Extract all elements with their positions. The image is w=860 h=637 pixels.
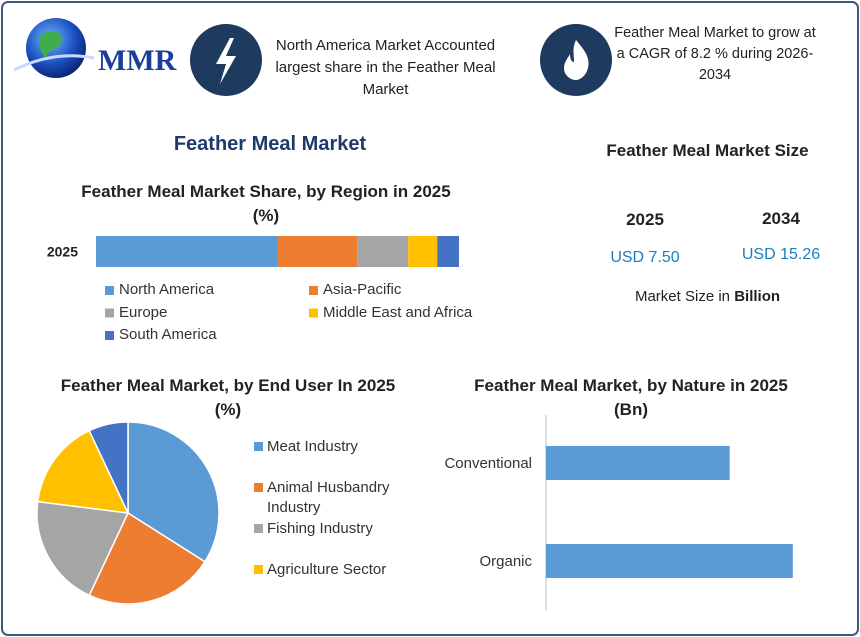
y-tick-label: 2025 <box>47 244 78 260</box>
legend-swatch <box>105 286 114 295</box>
size-title: Feather Meal Market Size <box>606 141 809 160</box>
chart-title: Feather Meal Market, by End User In 2025… <box>60 376 396 419</box>
bar <box>546 544 793 578</box>
legend-swatch <box>254 565 263 574</box>
legend-label: Middle East and Africa <box>323 303 473 321</box>
bar-segment <box>357 236 409 267</box>
page-title: Feather Meal Market <box>173 133 367 155</box>
y-tick-label: Organic <box>479 553 532 570</box>
bar-segment <box>96 236 278 267</box>
legend-swatch <box>309 286 318 295</box>
legend-label: South America <box>119 326 217 343</box>
pie-slice <box>36 429 130 514</box>
legend-label: North America <box>119 281 215 298</box>
chart-title: Feather Meal Market Share, by Region in … <box>81 182 451 225</box>
legend-swatch <box>105 331 114 340</box>
y-tick-label: Conventional <box>444 455 532 472</box>
size-value: USD 7.50 <box>610 249 680 266</box>
size-year: 2025 <box>626 210 664 229</box>
logo-land <box>39 31 63 58</box>
legend-label: Europe <box>119 303 168 321</box>
pie-slice <box>36 500 130 597</box>
legend-label: Meat Industry <box>267 438 358 455</box>
bar-segment <box>277 236 358 267</box>
header-note: North America Market Accounted largest s… <box>275 37 496 98</box>
icon-bolt <box>216 38 236 84</box>
pie-slice <box>88 421 129 514</box>
legend-swatch <box>309 308 318 318</box>
size-year: 2034 <box>762 209 800 228</box>
legend-swatch <box>254 524 263 533</box>
size-note-unit: Billion <box>734 288 781 305</box>
size-value: USD 15.26 <box>741 246 821 263</box>
header-note: Feather Meal Market to grow at a CAGR of… <box>614 25 816 83</box>
icon-flame <box>564 40 589 80</box>
bar-segment <box>437 236 459 267</box>
legend-swatch <box>254 483 263 492</box>
logo-text: MMR <box>98 44 177 77</box>
size-note: Market Size in Billion <box>590 288 825 305</box>
legend-label: Fishing Industry <box>267 520 373 537</box>
bar-segment <box>408 236 438 267</box>
legend-label: Agriculture Sector <box>267 561 387 578</box>
legend-swatch <box>254 442 263 451</box>
legend-label: Asia-Pacific <box>323 281 402 298</box>
bar <box>546 446 730 480</box>
pie-slice <box>88 511 206 605</box>
legend-swatch <box>105 308 114 318</box>
logo-swoosh <box>13 54 95 72</box>
chart-title: Feather Meal Market, by Nature in 2025 (… <box>474 376 788 419</box>
size-note-text: Market Size in <box>634 288 731 305</box>
legend-label: Animal Husbandry Industry <box>267 479 390 516</box>
